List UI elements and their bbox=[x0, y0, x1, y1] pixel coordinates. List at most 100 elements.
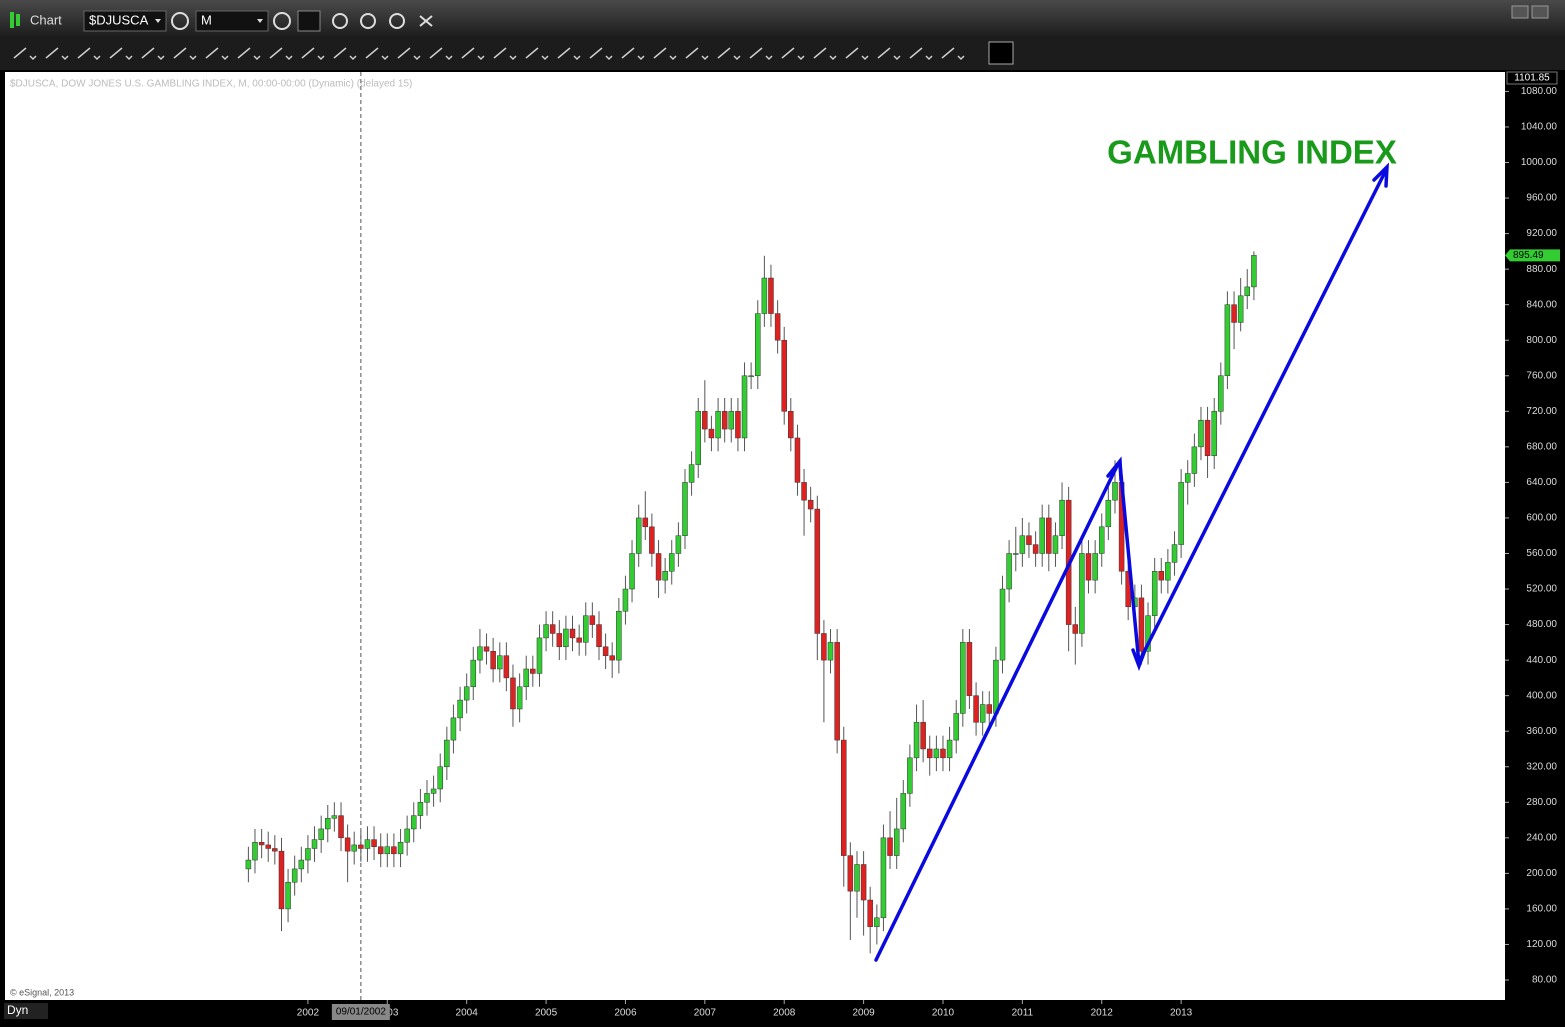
magnet-button[interactable] bbox=[988, 41, 1014, 65]
candle-body bbox=[748, 375, 754, 378]
y-tick-label: 720.00 bbox=[1526, 406, 1557, 417]
candle-body bbox=[325, 818, 331, 830]
y-tick-label: 1080.00 bbox=[1521, 86, 1558, 97]
tool-icon[interactable] bbox=[397, 47, 421, 61]
tool-icon[interactable] bbox=[493, 47, 517, 61]
candle-body bbox=[761, 277, 768, 314]
candle-body bbox=[979, 704, 986, 723]
tool-icon[interactable] bbox=[909, 47, 933, 61]
tool-icon[interactable] bbox=[109, 47, 133, 61]
symbol-box[interactable] bbox=[83, 10, 167, 32]
candle-body bbox=[364, 839, 371, 849]
candle-body bbox=[384, 846, 391, 855]
settings-button[interactable] bbox=[171, 12, 189, 30]
chart-icon bbox=[16, 14, 20, 26]
tool-icon[interactable] bbox=[557, 47, 581, 61]
candle-body bbox=[417, 802, 424, 816]
crosshair-label: 09/01/2002 bbox=[336, 1007, 386, 1018]
tool-icon[interactable] bbox=[45, 47, 69, 61]
candle-body bbox=[265, 844, 271, 849]
candle-body bbox=[880, 837, 887, 919]
tool-icon[interactable] bbox=[621, 47, 645, 61]
candle-body bbox=[490, 650, 496, 670]
candle-body bbox=[397, 842, 404, 855]
link-button[interactable] bbox=[419, 15, 433, 27]
candle-body bbox=[1224, 304, 1231, 377]
tool-icon[interactable] bbox=[205, 47, 229, 61]
candle-body bbox=[483, 646, 490, 652]
tool-icon[interactable] bbox=[813, 47, 837, 61]
candle-body bbox=[649, 526, 655, 554]
candle-body bbox=[1138, 597, 1145, 652]
play-button[interactable] bbox=[360, 13, 376, 29]
candle-body bbox=[1098, 526, 1105, 554]
candle-body bbox=[913, 722, 920, 759]
candle-body bbox=[1191, 446, 1198, 474]
tool-icon[interactable] bbox=[461, 47, 485, 61]
auto-button[interactable] bbox=[389, 13, 405, 29]
tool-icon[interactable] bbox=[653, 47, 677, 61]
candle-body bbox=[721, 411, 728, 430]
dropdown-arrow[interactable] bbox=[257, 19, 263, 23]
close-button[interactable] bbox=[1531, 5, 1549, 19]
candle-body bbox=[893, 828, 900, 856]
candle-body bbox=[1151, 571, 1158, 616]
top-value-box bbox=[1506, 71, 1558, 85]
candle-body bbox=[1244, 286, 1250, 297]
interval[interactable]: M bbox=[201, 12, 212, 27]
tool-icon[interactable] bbox=[77, 47, 101, 61]
tool-icon[interactable] bbox=[525, 47, 549, 61]
candle-body bbox=[1026, 535, 1032, 545]
tool-icon[interactable] bbox=[237, 47, 261, 61]
mode[interactable]: Dyn bbox=[7, 1003, 28, 1017]
tool-icon[interactable] bbox=[877, 47, 901, 61]
tool-icon[interactable] bbox=[685, 47, 709, 61]
tool-icon[interactable] bbox=[781, 47, 805, 61]
tool-icon[interactable] bbox=[589, 47, 613, 61]
y-tick-label: 760.00 bbox=[1526, 370, 1557, 381]
candle-body bbox=[569, 628, 576, 639]
restore-button[interactable] bbox=[1511, 5, 1529, 19]
candle-body bbox=[410, 815, 417, 830]
symbol[interactable]: $DJUSCA bbox=[89, 12, 149, 27]
candle-body bbox=[430, 788, 437, 794]
tool-icon[interactable] bbox=[269, 47, 293, 61]
y-tick-label: 480.00 bbox=[1526, 619, 1557, 630]
y-tick-label: 600.00 bbox=[1526, 513, 1557, 524]
candle-body bbox=[635, 517, 642, 554]
tool-icon[interactable] bbox=[845, 47, 869, 61]
tool-icon[interactable] bbox=[13, 47, 37, 61]
candle-body bbox=[847, 855, 854, 892]
y-tick-label: 560.00 bbox=[1526, 548, 1557, 559]
refresh-button[interactable] bbox=[332, 13, 348, 29]
tool-icon[interactable] bbox=[301, 47, 325, 61]
tool-icon[interactable] bbox=[749, 47, 773, 61]
candle-body bbox=[583, 615, 589, 643]
y-tick-label: 200.00 bbox=[1526, 868, 1557, 879]
candle-body bbox=[404, 828, 410, 843]
trend-arrow bbox=[874, 462, 1120, 962]
tool-icon[interactable] bbox=[141, 47, 165, 61]
mode-box[interactable] bbox=[4, 1003, 48, 1019]
candle-body bbox=[391, 846, 397, 855]
time-button[interactable] bbox=[273, 12, 291, 30]
tool-icon[interactable] bbox=[365, 47, 389, 61]
candle-body bbox=[1198, 419, 1204, 448]
last-price-label: 895.49 bbox=[1513, 250, 1544, 261]
candle-body bbox=[1072, 624, 1079, 634]
candle-body bbox=[926, 748, 933, 759]
tool-icon[interactable] bbox=[173, 47, 197, 61]
tool-icon[interactable] bbox=[717, 47, 741, 61]
tool-icon[interactable] bbox=[333, 47, 357, 61]
candle-body bbox=[516, 686, 523, 710]
draw-button[interactable] bbox=[297, 10, 321, 32]
candle-body bbox=[371, 839, 377, 847]
candle-body bbox=[1171, 544, 1178, 563]
tool-icon[interactable] bbox=[941, 47, 965, 61]
dropdown-arrow[interactable] bbox=[155, 19, 161, 23]
candle-body bbox=[933, 748, 940, 759]
candle-body bbox=[576, 637, 582, 643]
tool-icon[interactable] bbox=[429, 47, 453, 61]
x-tick-label: 2011 bbox=[1012, 1008, 1034, 1019]
interval-box[interactable] bbox=[195, 10, 269, 32]
